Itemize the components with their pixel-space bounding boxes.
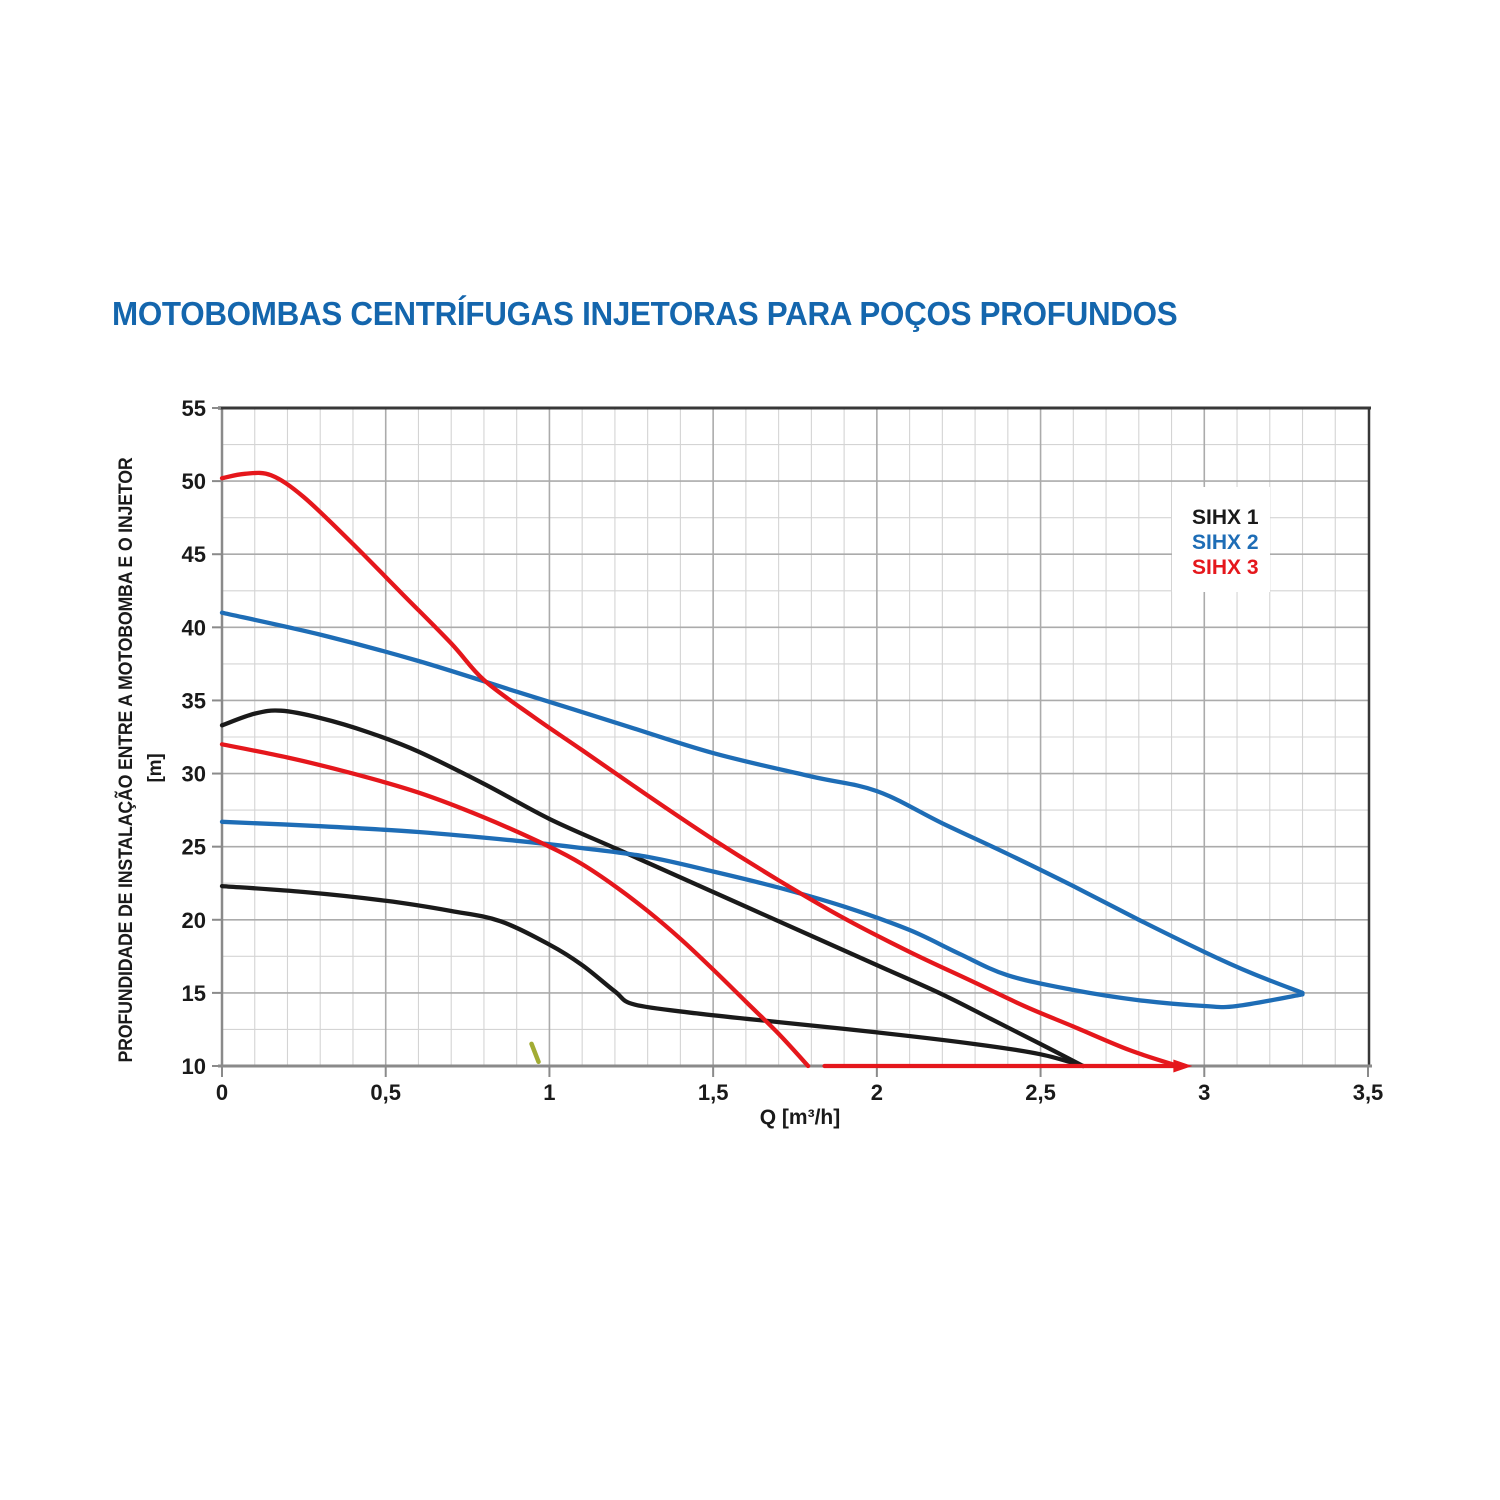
y-axis-title: PROFUNDIDADE DE INSTALAÇÃO ENTRE A MOTOB… [115, 457, 137, 1062]
y-tick-label: 10 [182, 1054, 206, 1079]
x-tick-label: 1 [543, 1080, 555, 1105]
curve-sihx-1-upper [219, 708, 1086, 1069]
x-tick-label: 2,5 [1025, 1080, 1056, 1105]
x-tick-label: 0,5 [370, 1080, 401, 1105]
x-axis-title: Q [m³/h] [760, 1106, 840, 1129]
legend-background [1172, 487, 1270, 592]
y-tick-label: 20 [182, 908, 206, 933]
curve-sihx-2-upper [219, 610, 1305, 996]
y-tick-label: 45 [182, 542, 206, 567]
curve-sihx-3-upper [219, 470, 1181, 1069]
y-tick-label: 50 [182, 469, 206, 494]
x-tick-label: 0 [216, 1080, 228, 1105]
axis-ticks [212, 407, 1370, 1077]
x-tick-label: 1,5 [698, 1080, 729, 1105]
chart-title: MOTOBOMBAS CENTRÍFUGAS INJETORAS PARA PO… [112, 295, 1178, 332]
curve-sihx-3-lower [219, 742, 811, 1069]
y-tick-label: 35 [182, 688, 206, 713]
y-tick-label: 40 [182, 615, 206, 640]
legend-label-sihx-1: SIHX 1 [1192, 506, 1259, 529]
x-tick-label: 3,5 [1353, 1080, 1384, 1105]
curve-sihx-1-lower [219, 883, 1086, 1069]
curve-sihx-2-lower [219, 819, 1305, 1010]
y-tick-label: 15 [182, 981, 206, 1006]
y-axis-unit: [m] [145, 754, 166, 783]
y-tick-label: 25 [182, 835, 206, 860]
y-tick-label: 55 [182, 396, 206, 421]
y-tick-labels: 55 50 45 40 35 30 25 20 15 10 [182, 396, 206, 1079]
legend-label-sihx-3: SIHX 3 [1192, 556, 1259, 579]
legend-label-sihx-2: SIHX 2 [1192, 531, 1259, 554]
y-tick-label: 30 [182, 762, 206, 787]
x-tick-label: 2 [871, 1080, 883, 1105]
legend: SIHX 1 SIHX 2 SIHX 3 [1172, 487, 1270, 592]
arrow-head [1173, 1059, 1193, 1073]
slash-mark [529, 1041, 541, 1065]
pump-curves [219, 470, 1305, 1073]
chart-annotations [529, 1041, 541, 1065]
x-tick-label: 3 [1198, 1080, 1210, 1105]
x-tick-labels: 0 0,5 1 1,5 2 2,5 3 3,5 [216, 1080, 1383, 1105]
